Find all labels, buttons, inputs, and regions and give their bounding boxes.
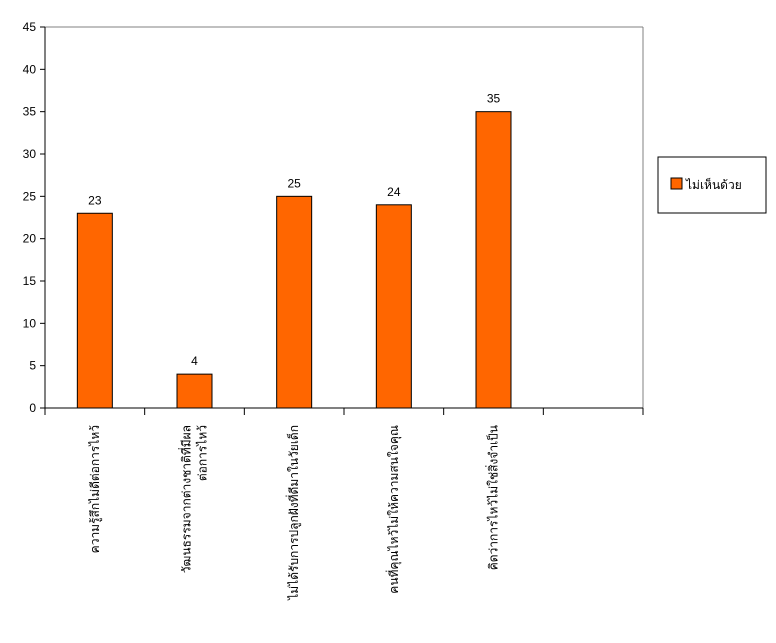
y-tick-label: 35 bbox=[23, 105, 37, 119]
y-tick-label: 30 bbox=[23, 147, 37, 161]
data-label: 35 bbox=[487, 92, 501, 106]
category-label: ต่อการไหว้ bbox=[196, 425, 210, 481]
y-tick-label: 10 bbox=[23, 316, 37, 330]
y-tick-label: 40 bbox=[23, 62, 37, 76]
legend-swatch bbox=[670, 177, 683, 190]
bar bbox=[475, 111, 512, 409]
legend: ไม่เห็นด้วย bbox=[657, 156, 767, 214]
legend-label: ไม่เห็นด้วย bbox=[685, 177, 742, 192]
category-label: วัฒนธรรมจากต่างชาติที่มีผล bbox=[178, 425, 194, 573]
data-label: 23 bbox=[88, 193, 102, 207]
y-axis: 0 5 10 15 20 25 30 35 40 45 bbox=[23, 20, 644, 415]
data-label: 4 bbox=[191, 354, 198, 368]
bar bbox=[375, 204, 412, 409]
bar bbox=[76, 212, 113, 409]
category-label: คิดว่าการไหว้ไม่ใช่สิ่งจำเป็น bbox=[485, 425, 501, 570]
data-labels: 23 4 25 24 35 bbox=[88, 92, 500, 368]
y-tick-label: 45 bbox=[23, 20, 37, 34]
bar bbox=[176, 373, 213, 409]
y-tick-label: 0 bbox=[29, 401, 36, 415]
category-labels: ความรู้สึกไม่ดีต่อการไหว้ วัฒนธรรมจากต่าง… bbox=[88, 425, 501, 601]
y-tick-label: 15 bbox=[23, 274, 37, 288]
y-tick-label: 5 bbox=[29, 359, 36, 373]
y-tick-label: 20 bbox=[23, 232, 37, 246]
x-axis bbox=[44, 407, 644, 415]
data-label: 24 bbox=[387, 185, 401, 199]
category-label: ไม่ได้รับการปลูกฝังที่ดีมาในวัยเด็ก bbox=[285, 425, 302, 601]
bar bbox=[276, 195, 313, 409]
category-label: คนที่คุณไหว้ไม่ให้ความสนใจคุณ bbox=[385, 425, 402, 594]
bars bbox=[76, 111, 512, 409]
y-tick-label: 25 bbox=[23, 189, 37, 203]
category-label: ความรู้สึกไม่ดีต่อการไหว้ bbox=[88, 425, 103, 553]
data-label: 25 bbox=[287, 176, 301, 190]
